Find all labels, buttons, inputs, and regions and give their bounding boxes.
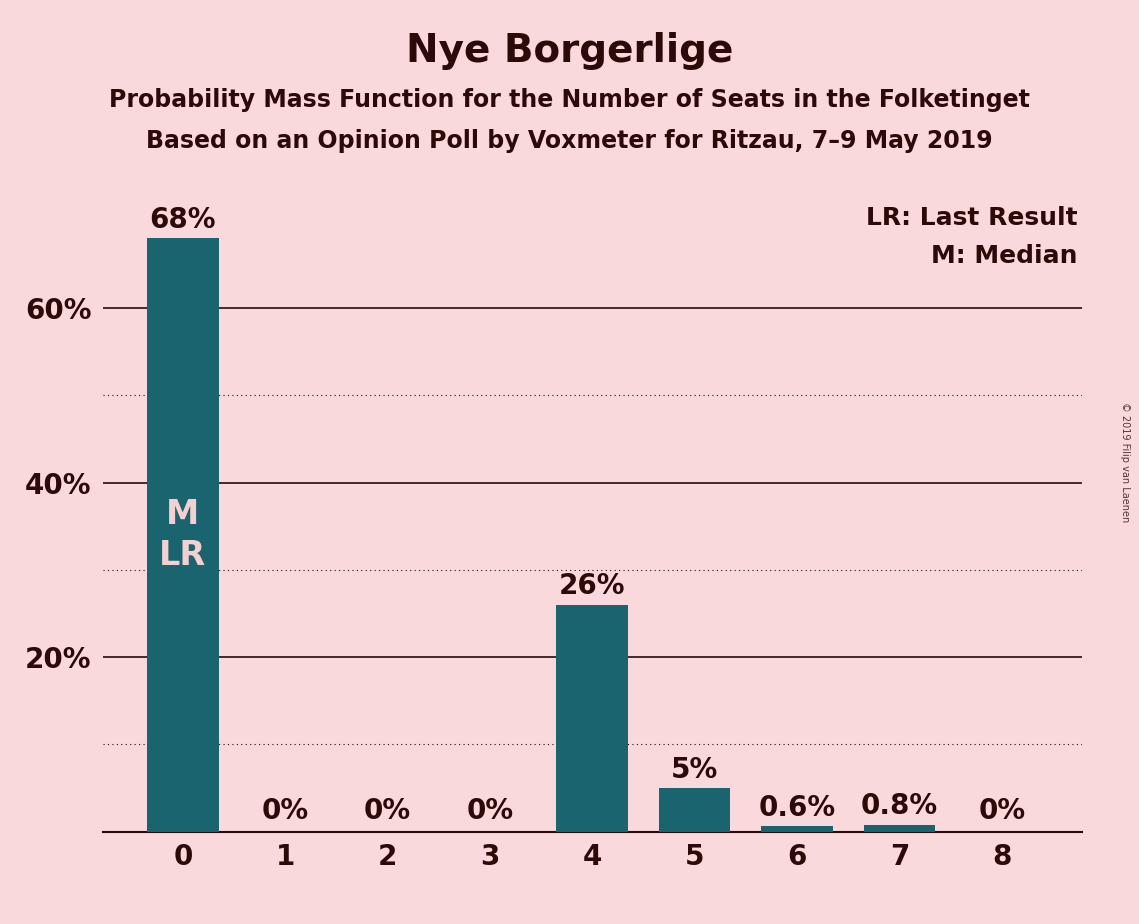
Text: © 2019 Filip van Laenen: © 2019 Filip van Laenen [1121, 402, 1130, 522]
Text: Probability Mass Function for the Number of Seats in the Folketinget: Probability Mass Function for the Number… [109, 88, 1030, 112]
Text: Nye Borgerlige: Nye Borgerlige [405, 32, 734, 70]
Text: Based on an Opinion Poll by Voxmeter for Ritzau, 7–9 May 2019: Based on an Opinion Poll by Voxmeter for… [146, 129, 993, 153]
Text: 0%: 0% [978, 796, 1025, 824]
Bar [863, 824, 935, 832]
Text: 26%: 26% [559, 572, 625, 601]
Text: 0%: 0% [466, 796, 514, 824]
Bar [147, 238, 219, 832]
Text: 68%: 68% [149, 206, 216, 234]
Text: 0%: 0% [262, 796, 309, 824]
Text: 0.8%: 0.8% [861, 792, 937, 821]
Text: M
LR: M LR [159, 498, 206, 572]
Bar [658, 788, 730, 832]
Text: 5%: 5% [671, 756, 719, 784]
Bar [761, 826, 833, 832]
Text: 0.6%: 0.6% [759, 794, 836, 822]
Text: M: Median: M: Median [931, 244, 1077, 268]
Bar [557, 604, 628, 832]
Text: LR: Last Result: LR: Last Result [866, 206, 1077, 230]
Text: 0%: 0% [364, 796, 411, 824]
